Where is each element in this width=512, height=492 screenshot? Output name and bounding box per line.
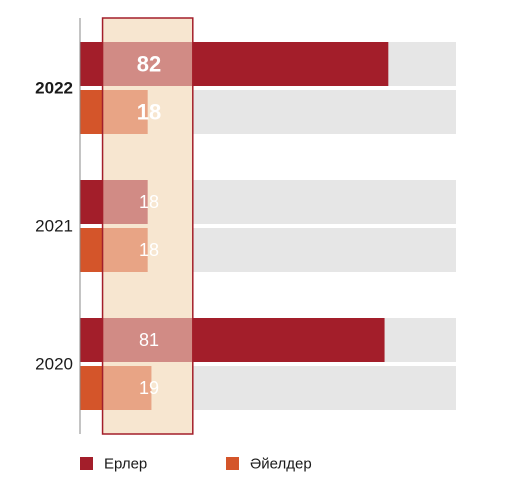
value-label: 18 xyxy=(139,240,159,260)
value-label: 82 xyxy=(137,52,161,77)
legend-swatch xyxy=(226,457,239,470)
legend-label: Ерлер xyxy=(104,456,147,473)
year-label-2020: 2020 xyxy=(35,355,73,374)
year-label-2021: 2021 xyxy=(35,217,73,236)
value-label: 18 xyxy=(139,192,159,212)
highlight-band-overlay xyxy=(101,17,194,435)
value-labels: 82 18 18 18 81 19 xyxy=(137,52,161,399)
value-label: 19 xyxy=(139,378,159,398)
year-label-2022: 2022 xyxy=(35,79,73,98)
value-label: 81 xyxy=(139,330,159,350)
highlight-band-outline xyxy=(101,17,194,435)
legend-swatch xyxy=(80,457,93,470)
value-label: 18 xyxy=(137,100,161,125)
legend-label: Әйелдер xyxy=(250,456,312,473)
year-labels: 2022 2021 2020 xyxy=(35,79,73,374)
legend: Ерлер Әйелдер xyxy=(80,456,312,473)
